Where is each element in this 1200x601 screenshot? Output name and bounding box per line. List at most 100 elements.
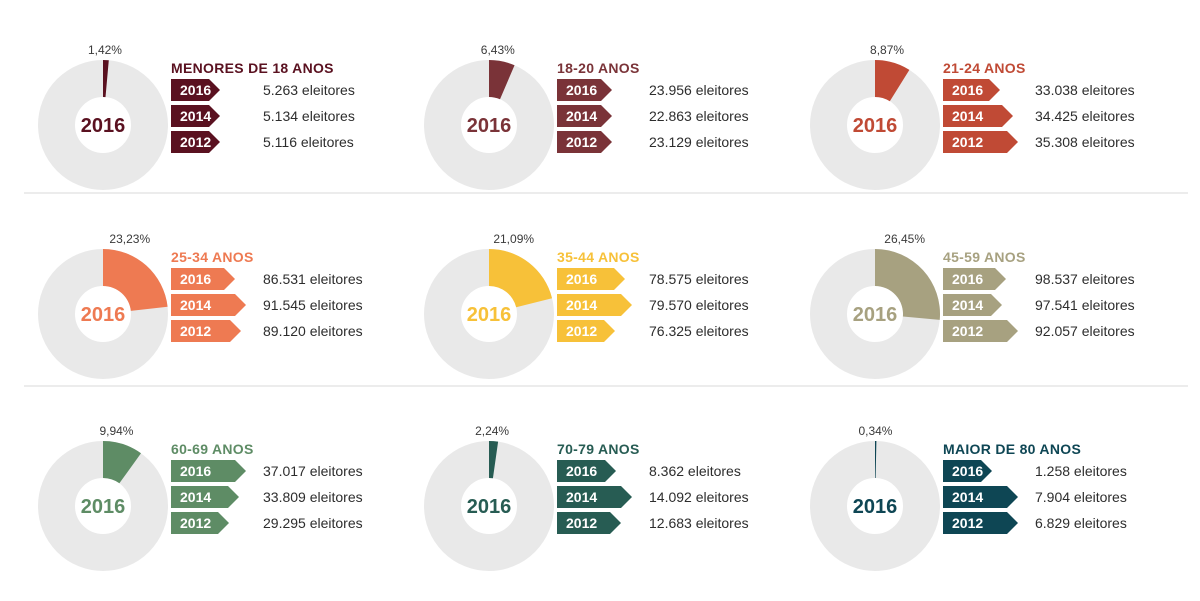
percent-label: 2,24% [475,424,510,438]
voters-value: 97.541 eleitores [1035,297,1135,313]
age-group-title: MAIOR DE 80 ANOS [943,441,1082,457]
year-tag: 2016 [943,268,1006,290]
donut-slice [103,60,109,98]
percent-label: 9,94% [99,424,134,438]
donut-slice [489,441,499,479]
donut-chart: 2016 [38,249,168,379]
voters-value: 34.425 eleitores [1035,108,1135,124]
year-tag: 2014 [557,486,632,508]
voters-value: 7.904 eleitores [1035,489,1127,505]
donut-chart: 2016 [424,60,554,190]
age-group-panel: 2016 23,23% 25-34 ANOS 2016 86.531 eleitores… [38,232,438,409]
year-tag: 2012 [557,320,615,342]
age-group-panel: 2016 2,24% 70-79 ANOS 2016 8.362 eleitores 20… [424,424,824,601]
percent-label: 21,09% [493,232,535,246]
age-group-title: 35-44 ANOS [557,249,640,265]
donut-center-year: 2016 [81,115,126,137]
voters-value: 1.258 eleitores [1035,463,1127,479]
donut-center-year: 2016 [81,304,126,326]
donut-slice [489,249,553,308]
age-group-title: 18-20 ANOS [557,60,640,76]
donut-slice [103,441,142,484]
voters-value: 91.545 eleitores [263,297,363,313]
row-divider [24,192,1188,194]
voters-value: 92.057 eleitores [1035,323,1135,339]
year-tag: 2014 [557,294,632,316]
year-tag: 2014 [943,486,1018,508]
percent-label: 1,42% [87,43,122,57]
year-tag: 2012 [171,512,229,534]
age-group-title: MENORES DE 18 ANOS [171,60,334,76]
age-group-panel: 2016 21,09% 35-44 ANOS 2016 78.575 eleitores… [424,232,824,409]
age-group-panel: 2016 9,94% 60-69 ANOS 2016 37.017 eleitores 2… [38,424,438,601]
voters-value: 12.683 eleitores [649,515,749,531]
donut-center-year: 2016 [853,304,898,326]
year-tag: 2012 [557,512,621,534]
voters-value: 22.863 eleitores [649,108,749,124]
age-group-title: 25-34 ANOS [171,249,254,265]
donut-chart: 2016 [38,441,168,571]
donut-slice [875,441,877,479]
year-tag: 2014 [171,486,239,508]
age-group-panel: 2016 1,42% MENORES DE 18 ANOS 2016 5.263 ele… [38,43,438,220]
year-tag: 2012 [943,131,1018,153]
age-group-title: 60-69 ANOS [171,441,254,457]
percent-label: 0,34% [858,424,893,438]
percent-label: 6,43% [480,43,515,57]
year-tag: 2012 [171,320,241,342]
voters-value: 5.116 eleitores [263,134,354,150]
age-group-title: 70-79 ANOS [557,441,640,457]
voters-value: 98.537 eleitores [1035,271,1135,287]
year-tag: 2016 [171,460,246,482]
donut-center-year: 2016 [81,496,126,518]
age-group-panel: 2016 0,34% MAIOR DE 80 ANOS 2016 1.258 eleit… [810,424,1200,601]
percent-label: 8,87% [870,43,905,57]
voters-value: 37.017 eleitores [263,463,363,479]
donut-chart: 2016 [810,249,940,379]
year-tag: 2016 [557,268,625,290]
voters-value: 89.120 eleitores [263,323,363,339]
percent-label: 26,45% [884,232,925,246]
year-tag: 2014 [171,105,220,127]
age-group-panel: 2016 6,43% 18-20 ANOS 2016 23.956 eleitores 2… [424,43,824,220]
year-tag: 2014 [557,105,612,127]
voters-value: 29.295 eleitores [263,515,363,531]
age-group-title: 45-59 ANOS [943,249,1026,265]
donut-center-year: 2016 [467,115,512,137]
year-tag: 2014 [943,294,1002,316]
year-tag: 2016 [943,79,1000,101]
donut-center-year: 2016 [467,496,512,518]
voters-value: 23.129 eleitores [649,134,749,150]
voters-value: 79.570 eleitores [649,297,749,313]
voters-value: 6.829 eleitores [1035,515,1127,531]
donut-slice [875,60,910,102]
donut-center-year: 2016 [467,304,512,326]
donut-chart: 2016 [424,249,554,379]
year-tag: 2012 [557,131,612,153]
voters-value: 35.308 eleitores [1035,134,1135,150]
donut-slice [489,60,515,100]
voters-value: 78.575 eleitores [649,271,749,287]
year-tag: 2016 [557,79,612,101]
year-tag: 2012 [171,131,220,153]
year-tag: 2016 [943,460,992,482]
voters-value: 5.134 eleitores [263,108,355,124]
age-group-title: 21-24 ANOS [943,60,1026,76]
age-group-panel: 2016 26,45% 45-59 ANOS 2016 98.537 eleitores… [810,232,1200,409]
donut-center-year: 2016 [853,496,898,518]
donut-chart: 2016 [810,60,940,190]
age-group-panel: 2016 8,87% 21-24 ANOS 2016 33.038 eleitores 2… [810,43,1200,220]
row-divider [24,385,1188,387]
voters-value: 76.325 eleitores [649,323,749,339]
voters-value: 23.956 eleitores [649,82,749,98]
percent-label: 23,23% [109,232,151,246]
voters-value: 86.531 eleitores [263,271,363,287]
year-tag: 2012 [943,512,1018,534]
donut-chart: 2016 [424,441,554,571]
year-tag: 2014 [171,294,246,316]
voters-value: 14.092 eleitores [649,489,749,505]
voters-value: 33.809 eleitores [263,489,363,505]
donut-chart: 2016 [810,441,940,571]
donut-slice [875,249,940,320]
year-tag: 2016 [171,268,235,290]
